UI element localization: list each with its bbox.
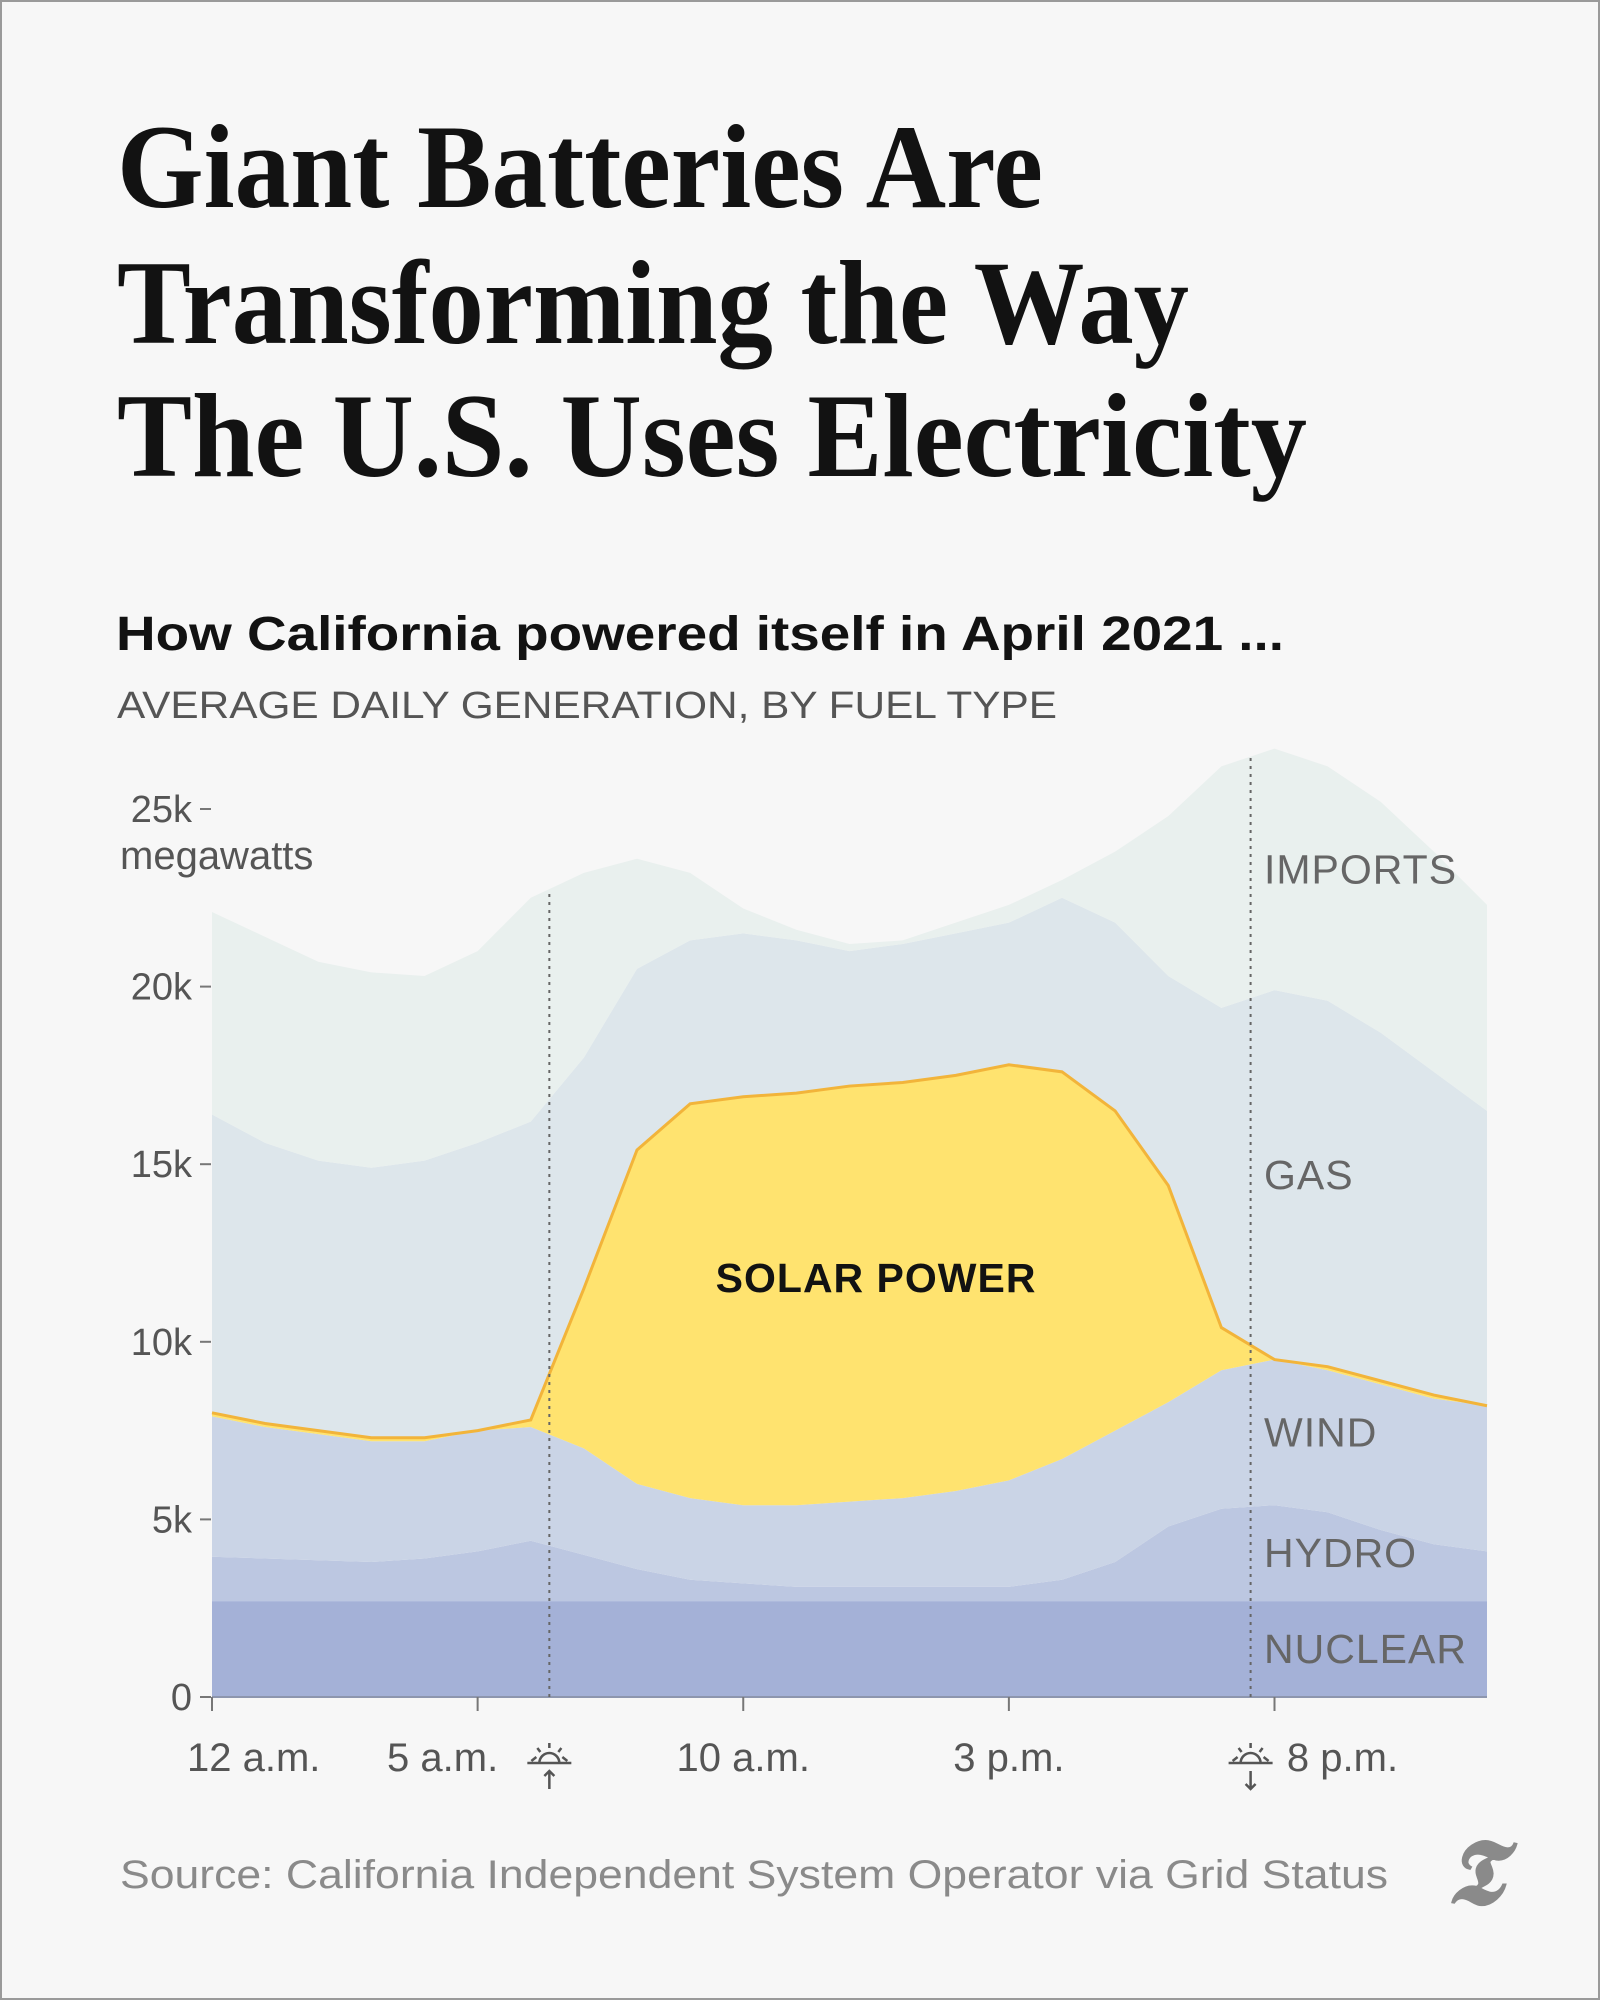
source: Source: California Independent System Op… [120, 1853, 1388, 1897]
sun-icon [1228, 1743, 1273, 1791]
sun [538, 1751, 561, 1764]
title-line: Giant Batteries Are [117, 100, 1043, 233]
series-label: IMPORTS [1264, 846, 1457, 892]
subtitle: How California powered itself in April 2… [116, 608, 1284, 661]
ray [1258, 1747, 1264, 1753]
area [212, 1505, 1487, 1602]
sun-icon [527, 1743, 572, 1789]
ray [557, 1747, 563, 1753]
ray [1262, 1756, 1270, 1762]
area-edge [211, 1063, 1488, 1440]
y-tick-label: 15k [131, 1144, 193, 1186]
y-axis-label: megawatts [120, 834, 313, 878]
ray [1237, 1747, 1243, 1753]
ray [536, 1747, 542, 1753]
plot: 0 5k 10k 15k 20k 25k 12 a.m. 5 a.m. 10 a.m. 3 p.m… [131, 748, 1488, 1791]
overline: AVERAGE DAILY GENERATION, BY FUEL TYPE [117, 685, 1057, 727]
sun [1239, 1751, 1262, 1764]
ray [530, 1756, 538, 1762]
area [212, 748, 1487, 1168]
ray [1231, 1756, 1239, 1762]
series-label: WIND [1264, 1409, 1377, 1455]
y-tick-label: 10k [131, 1322, 193, 1364]
title-line: The U.S. Uses Electricity [117, 369, 1307, 502]
y-tick-label: 5k [152, 1499, 193, 1541]
x-tick-label: 5 a.m. [387, 1736, 498, 1780]
y-tick-label: 25k [131, 789, 193, 831]
area [212, 1064, 1487, 1506]
series-label: SOLAR POWER [716, 1255, 1037, 1301]
ray [561, 1756, 569, 1762]
area [212, 897, 1487, 1438]
series-label: NUCLEAR [1264, 1626, 1467, 1672]
area [212, 1601, 1487, 1697]
title-line: Transforming the Way [117, 236, 1189, 370]
x-tick-label: 10 a.m. [677, 1736, 810, 1780]
y-tick-label: 0 [171, 1677, 192, 1719]
arrow-up [543, 1769, 556, 1789]
series-label: GAS [1264, 1152, 1354, 1198]
y-tick-label: 20k [131, 967, 193, 1009]
x-tick-label: 8 p.m. [1287, 1736, 1398, 1780]
x-tick-label: 12 a.m. [187, 1736, 320, 1780]
series-label: HYDRO [1264, 1530, 1417, 1576]
x-tick-label: 3 p.m. [953, 1736, 1064, 1780]
arrow-down [1244, 1771, 1257, 1791]
area [212, 1359, 1487, 1587]
